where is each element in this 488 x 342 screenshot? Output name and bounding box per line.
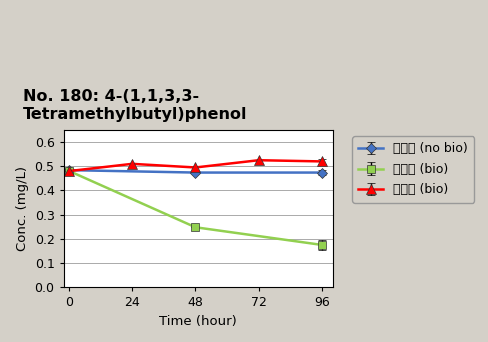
X-axis label: Time (hour): Time (hour) (159, 315, 236, 328)
Y-axis label: Conc. (mg/L): Conc. (mg/L) (16, 166, 29, 251)
Legend: 지수식 (no bio), 지수식 (bio), 유수식 (bio): 지수식 (no bio), 지수식 (bio), 유수식 (bio) (351, 136, 473, 203)
Text: No. 180: 4-(1,1,3,3-
Tetramethylbutyl)phenol: No. 180: 4-(1,1,3,3- Tetramethylbutyl)ph… (23, 90, 247, 122)
